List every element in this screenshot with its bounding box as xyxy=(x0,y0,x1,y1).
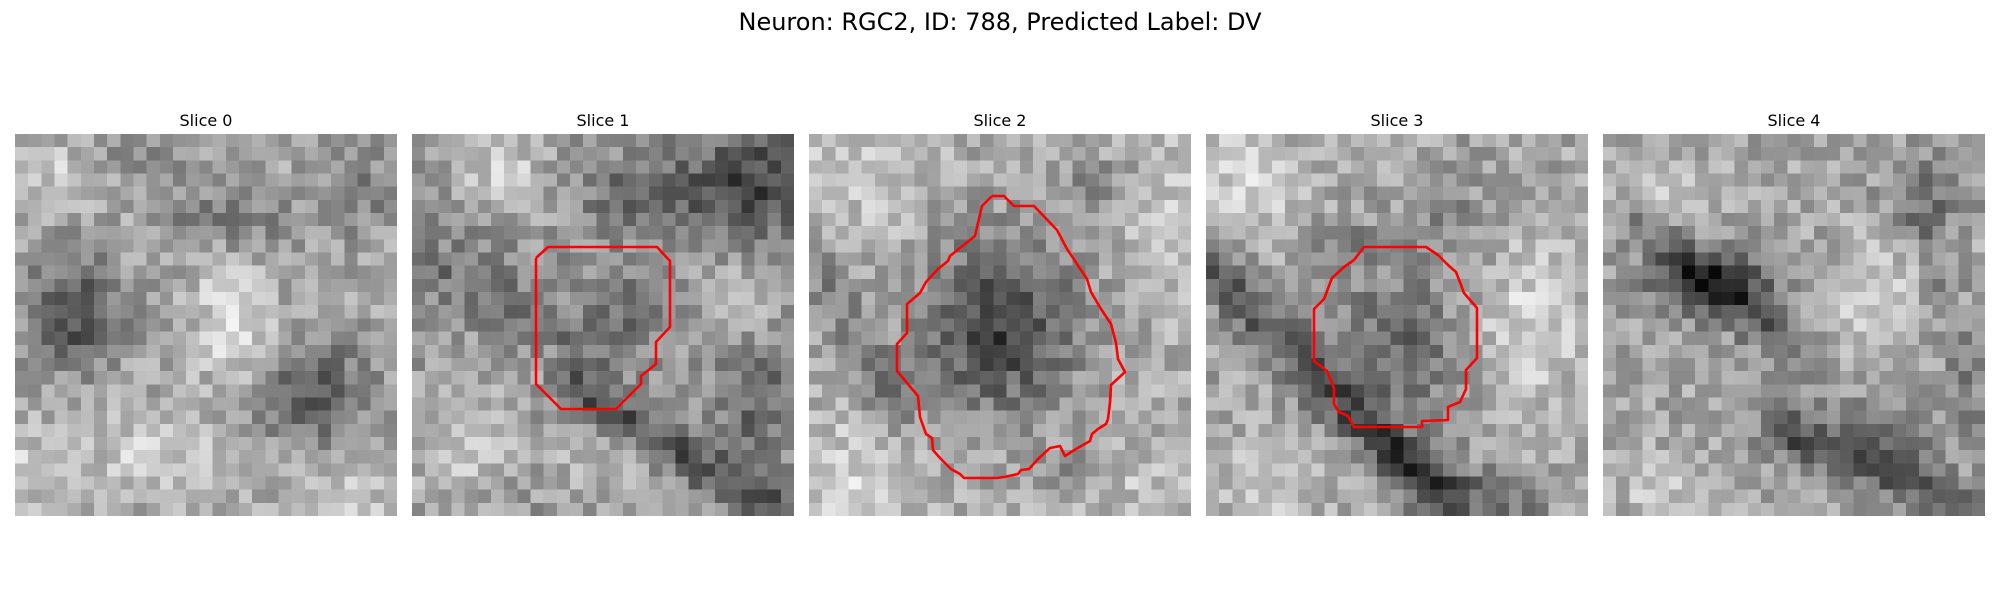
microscopy-image-1 xyxy=(412,134,794,516)
cell-contour-1 xyxy=(534,245,672,411)
slice-image-3 xyxy=(1206,134,1588,516)
slice-panel-2: Slice 2 xyxy=(809,110,1191,516)
slice-title-0: Slice 0 xyxy=(179,111,233,130)
cell-contour-2 xyxy=(895,194,1127,480)
contour-overlay-3 xyxy=(1312,245,1479,429)
slice-image-0 xyxy=(15,134,397,516)
figure-title: Neuron: RGC2, ID: 788, Predicted Label: … xyxy=(738,8,1262,36)
slice-title-2: Slice 2 xyxy=(973,111,1027,130)
slice-image-4 xyxy=(1603,134,1985,516)
contour-overlay-1 xyxy=(534,245,672,411)
slice-panel-4: Slice 4 xyxy=(1603,110,1985,516)
microscopy-image-3 xyxy=(1206,134,1588,516)
cell-contour-3 xyxy=(1312,245,1479,429)
microscopy-image-0 xyxy=(15,134,397,516)
contour-overlay-2 xyxy=(895,194,1127,480)
slice-title-3: Slice 3 xyxy=(1370,111,1424,130)
slice-image-2 xyxy=(809,134,1191,516)
slice-panel-3: Slice 3 xyxy=(1206,110,1588,516)
microscopy-image-4 xyxy=(1603,134,1985,516)
slice-title-4: Slice 4 xyxy=(1767,111,1821,130)
slice-panel-1: Slice 1 xyxy=(412,110,794,516)
slice-panel-0: Slice 0 xyxy=(15,110,397,516)
slice-title-1: Slice 1 xyxy=(576,111,630,130)
slice-image-1 xyxy=(412,134,794,516)
microscopy-image-2 xyxy=(809,134,1191,516)
